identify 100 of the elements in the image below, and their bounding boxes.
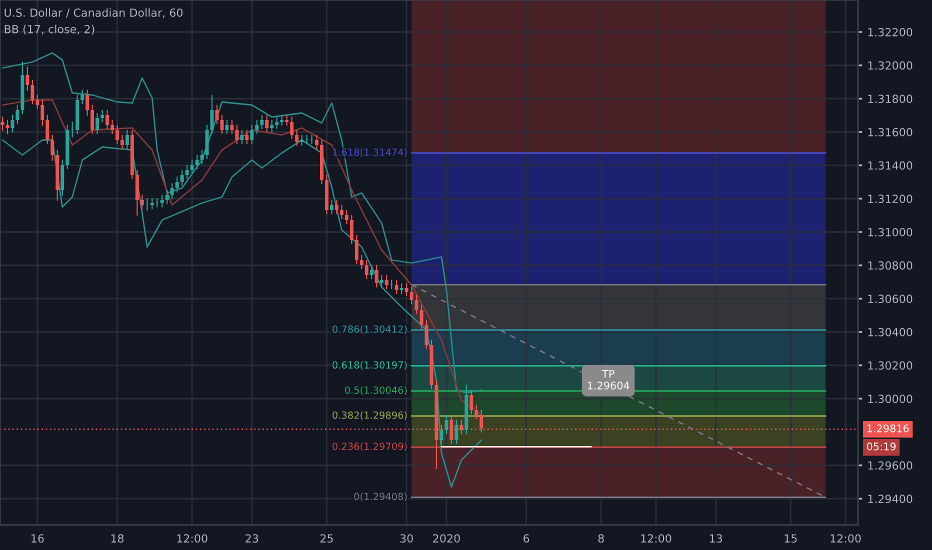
- y-tick-label: 1.31000: [868, 228, 912, 236]
- candlestick: [265, 114, 269, 133]
- candlestick: [300, 134, 304, 146]
- candlestick: [190, 160, 194, 174]
- text: BB (17, close, 2): [4, 24, 94, 35]
- candlestick: [215, 104, 219, 124]
- ref-line-label: 0.618(1.30197): [332, 361, 407, 370]
- candlestick: [334, 200, 338, 214]
- candlestick: [235, 124, 239, 144]
- candlestick: [185, 164, 189, 180]
- candlestick: [230, 120, 234, 134]
- candlestick: [10, 114, 14, 133]
- candlestick: [260, 114, 264, 130]
- candlestick: [225, 120, 229, 134]
- x-tick-label: 2020: [433, 534, 460, 543]
- candlestick: [374, 264, 378, 288]
- y-tick-label: 1.31200: [868, 194, 912, 204]
- candlestick: [106, 110, 109, 130]
- y-tick-label: 1.31800: [868, 94, 912, 104]
- candlestick: [40, 100, 44, 126]
- candlestick: [354, 234, 358, 264]
- x-tick-label: 18: [111, 534, 124, 543]
- ref-line-label: 0.236(1.29709): [332, 442, 407, 452]
- candlestick: [220, 114, 224, 134]
- candlestick: [6, 120, 10, 134]
- line-series: [2, 139, 482, 488]
- candlestick: [110, 120, 114, 134]
- candlestick: [285, 114, 289, 126]
- candlestick: [210, 94, 214, 134]
- candlestick: [165, 190, 169, 204]
- candlestick: [364, 260, 368, 280]
- y-tick-label: 1.30000: [868, 394, 912, 404]
- x-tick-label: 6: [524, 534, 530, 543]
- candlestick: [440, 424, 444, 444]
- x-tick-label: 15: [784, 534, 797, 543]
- candlestick: [390, 280, 394, 290]
- candlestick: [404, 283, 408, 296]
- candlestick: [175, 176, 179, 193]
- candlestick: [46, 114, 50, 144]
- candlestick: [36, 94, 40, 110]
- y-tick-label: 1.29400: [868, 494, 912, 504]
- candlestick: [180, 170, 184, 186]
- x-tick-label: 12:00: [177, 534, 208, 543]
- candlestick: [340, 204, 344, 220]
- annotation: TP 1.29604: [588, 370, 630, 390]
- candlestick: [0, 116, 4, 131]
- candlestick: [350, 214, 354, 244]
- ref-line-label: 0.786(1.30412): [332, 325, 407, 334]
- candlestick: [26, 66, 30, 91]
- candlestick: [360, 254, 364, 270]
- candlestick: [380, 274, 384, 288]
- y-tick-label: 1.31600: [868, 128, 912, 136]
- candlestick: [245, 130, 249, 144]
- candlestick: [240, 130, 244, 144]
- ref-line-label: 0.382(1.29896): [332, 411, 407, 420]
- y-tick-label: 1.30200: [868, 361, 912, 370]
- ref-line-label: 1.618(1.31474): [332, 148, 407, 157]
- candlestick: [280, 114, 284, 126]
- x-tick-label: 12:00: [830, 534, 861, 543]
- candlestick: [170, 183, 174, 200]
- candlestick: [140, 194, 144, 210]
- x-tick-label: 30: [400, 534, 413, 543]
- candlestick: [400, 283, 404, 294]
- candlestick: [315, 134, 319, 150]
- candlestick: [394, 280, 398, 294]
- x-tick-label: 8: [598, 534, 604, 543]
- x-tick-label: 13: [710, 534, 722, 543]
- candlestick: [424, 320, 428, 350]
- ref-line-label: 0.5(1.30046): [344, 386, 407, 395]
- candlestick: [420, 304, 424, 330]
- candlestick: [454, 420, 458, 444]
- y-tick-label: 1.30400: [868, 328, 912, 336]
- candlestick: [80, 90, 84, 104]
- candlestick: [96, 113, 100, 134]
- candlestick: [470, 390, 474, 414]
- x-tick-label: 16: [32, 534, 44, 543]
- candlestick: [90, 104, 94, 134]
- y-tick-label: 1.31400: [868, 161, 912, 170]
- candlestick: [444, 414, 448, 434]
- x-tick-label: 23: [246, 534, 258, 543]
- candlestick: [30, 80, 34, 104]
- candlestick: [410, 286, 414, 304]
- y-tick-label: 1.30800: [868, 261, 912, 270]
- x-tick-label: 25: [320, 534, 333, 543]
- candlestick: [115, 124, 119, 144]
- candlestick: [255, 120, 259, 134]
- text: U.S. Dollar / Canadian Dollar, 60: [4, 8, 183, 18]
- candlestick: [384, 274, 388, 290]
- ref-line-label: 0(1.29408): [354, 492, 407, 502]
- candlestick: [344, 210, 348, 224]
- candlestick: [195, 154, 199, 170]
- ref-line-label: 1.29816: [867, 424, 909, 432]
- candlestick: [100, 110, 104, 123]
- candlestick: [86, 90, 90, 116]
- line-series: [2, 52, 482, 394]
- candlestick: [120, 134, 124, 150]
- y-tick-label: 1.30600: [868, 294, 912, 304]
- candlestick: [16, 104, 20, 124]
- candlestick: [474, 404, 478, 420]
- candlestick: [125, 130, 129, 150]
